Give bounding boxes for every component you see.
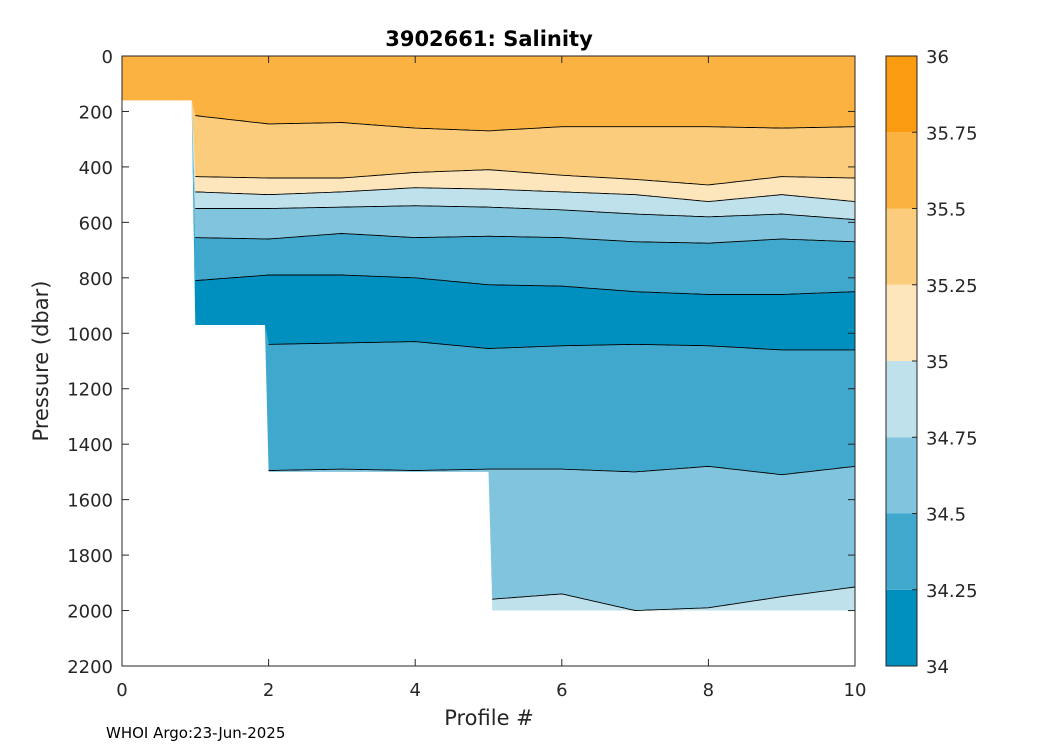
contour-lines bbox=[195, 115, 856, 611]
y-tick-label: 1600 bbox=[67, 491, 113, 512]
y-axis-label: Pressure (dbar) bbox=[29, 281, 53, 442]
colorbar-tick-label: 35.75 bbox=[926, 123, 978, 144]
x-tick-label: 8 bbox=[703, 680, 714, 701]
y-tick-label: 2200 bbox=[67, 657, 113, 678]
y-tick-label: 2000 bbox=[67, 602, 113, 623]
colorbar-swatch bbox=[886, 284, 917, 361]
x-axis: 0 2 4 6 8 10 bbox=[116, 56, 866, 701]
colorbar-swatch bbox=[886, 589, 917, 666]
colorbar-swatch bbox=[886, 208, 917, 285]
plot-area bbox=[122, 56, 855, 611]
salinity-band bbox=[122, 56, 855, 131]
salinity-band bbox=[122, 100, 855, 185]
salinity-band bbox=[122, 100, 855, 244]
contour-line bbox=[195, 115, 856, 132]
chart-title: 3902661: Salinity bbox=[385, 27, 593, 51]
salinity-band bbox=[122, 100, 855, 220]
salinity-band bbox=[122, 100, 855, 611]
contour-line bbox=[195, 233, 856, 244]
y-tick-label: 1000 bbox=[67, 324, 113, 345]
colorbar-swatch bbox=[886, 56, 917, 133]
x-tick-label: 2 bbox=[263, 680, 274, 701]
x-tick-label: 6 bbox=[556, 680, 567, 701]
footer-credit: WHOI Argo:23-Jun-2025 bbox=[106, 724, 286, 742]
colorbar-tick-label: 35.25 bbox=[926, 276, 978, 297]
salinity-band bbox=[122, 100, 855, 295]
contour-line bbox=[195, 169, 856, 186]
y-tick-label: 400 bbox=[79, 158, 113, 179]
colorbar-tick-label: 35.5 bbox=[926, 200, 966, 221]
colorbar-swatch bbox=[886, 513, 917, 590]
contour-line bbox=[268, 465, 856, 476]
y-axis: 0 200 400 600 800 1000 1200 1400 1600 1800 2000 220… bbox=[67, 47, 855, 678]
salinity-band bbox=[122, 100, 855, 350]
salinity-band bbox=[122, 100, 855, 202]
contour-line bbox=[195, 274, 856, 295]
contour-line bbox=[195, 205, 856, 221]
colorbar-swatch bbox=[886, 437, 917, 514]
colorbar-tick-label: 34.5 bbox=[926, 505, 966, 526]
colorbar-tick-label: 35 bbox=[926, 352, 949, 373]
y-tick-label: 200 bbox=[79, 102, 113, 123]
colorbar-swatch bbox=[886, 132, 917, 209]
y-tick-label: 600 bbox=[79, 213, 113, 234]
x-tick-label: 10 bbox=[844, 680, 867, 701]
colorbar: 34 34.25 34.5 34.75 35 35.25 35.5 35.75 36 bbox=[885, 47, 978, 678]
x-axis-label: Profile # bbox=[444, 706, 534, 730]
x-tick-label: 0 bbox=[116, 680, 127, 701]
y-tick-label: 0 bbox=[102, 47, 113, 68]
y-tick-label: 1800 bbox=[67, 546, 113, 567]
contour-line bbox=[268, 341, 855, 351]
colorbar-tick-label: 34.25 bbox=[926, 581, 978, 602]
contour-line bbox=[195, 187, 856, 203]
colorbar-tick-label: 34.75 bbox=[926, 428, 978, 449]
x-tick-label: 4 bbox=[409, 680, 420, 701]
y-tick-label: 1200 bbox=[67, 380, 113, 401]
y-tick-label: 1400 bbox=[67, 435, 113, 456]
y-tick-label: 800 bbox=[79, 269, 113, 290]
salinity-band bbox=[122, 100, 855, 475]
colorbar-tick-label: 34 bbox=[926, 657, 949, 678]
colorbar-tick-label: 36 bbox=[926, 47, 949, 68]
colorbar-swatch bbox=[886, 361, 917, 438]
plot-frame bbox=[121, 55, 856, 667]
contour-line bbox=[492, 586, 856, 611]
